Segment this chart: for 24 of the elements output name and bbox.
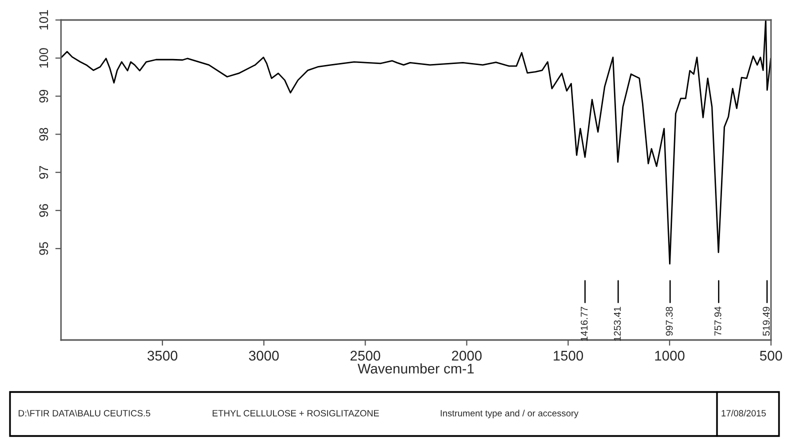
annotation: 757.94: [714, 306, 722, 336]
text: 17/08/2015: [722, 410, 766, 416]
x-tick-label: 1500: [554, 350, 584, 361]
text: Instrument type and / or accessory: [440, 410, 578, 418]
text: ETHYL CELLULOSE + ROSIGLITAZONE: [212, 410, 379, 416]
x-tick-label: 500: [760, 350, 782, 361]
y-tick-label: 96: [39, 204, 48, 217]
y-tick-label: 100: [39, 48, 48, 68]
y-tick-label: 97: [39, 166, 48, 179]
annotation: 1253.41: [614, 306, 621, 341]
y-tick-label: 98: [39, 128, 48, 141]
text: D:\FTIR DATA\BALU CEUTICS.5: [18, 410, 150, 416]
x-tick-label: 1000: [655, 350, 684, 361]
y-tick-label: 99: [39, 90, 48, 103]
annotation: 519.49: [762, 306, 770, 336]
annotation: 1416.77: [580, 306, 588, 341]
x-tick-label: 2000: [452, 350, 482, 361]
x-tick-label: 2500: [350, 350, 380, 361]
y-tick-label: 95: [39, 242, 48, 255]
x-axis-title: Wavenumber cm-1: [358, 363, 474, 374]
x-tick-label: 3000: [248, 350, 279, 361]
annotation: 997.38: [666, 306, 673, 336]
y-tick-label: 101: [39, 10, 48, 30]
x-tick-label: 3500: [148, 350, 178, 361]
